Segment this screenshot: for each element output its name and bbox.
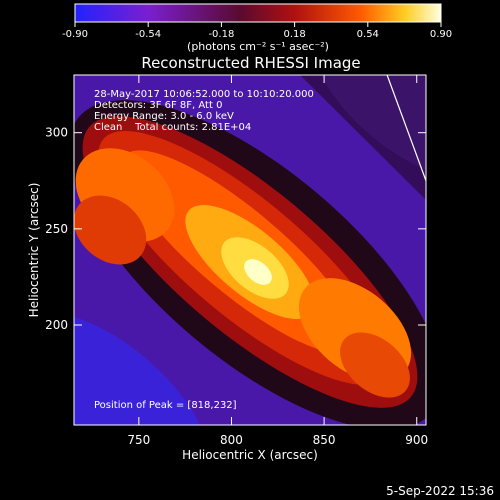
solar-limb-line [386,74,427,181]
colorbar-tick-label: -0.18 [208,29,234,40]
colorbar-gradient [74,3,442,23]
annotation-energy-range: Energy Range: 3.0 - 6.0 keV [94,111,234,122]
y-tick-label: 250 [45,222,68,236]
peak-position-label: Position of Peak = [818,232] [94,400,237,411]
x-axis-label: Heliocentric X (arcsec) [182,448,318,462]
colorbar-tick-label: 0.18 [283,29,305,40]
chart-title: Reconstructed RHESSI Image [141,54,360,72]
annotation-detectors: Detectors: 3F 6F 8F, Att 0 [94,100,222,111]
y-axis-ticks: 200 250 300 [45,126,426,332]
colorbar-ticks: -0.90 -0.54 -0.18 0.18 0.54 0.90 [62,22,452,40]
colorbar-tick-label: -0.90 [62,29,88,40]
x-axis-ticks: 750 800 850 900 [127,75,428,447]
footer-date: 5-Sep-2022 15:36 [386,484,494,498]
colorbar-tick-label: -0.54 [135,29,161,40]
colorbar-units-label: (photons cm⁻² s⁻¹ asec⁻²) [187,40,329,53]
colorbar-tick-label: 0.90 [430,29,452,40]
colorbar: -0.90 -0.54 -0.18 0.18 0.54 0.90 (photons cm⁻… [62,3,452,53]
y-tick-label: 200 [45,318,68,332]
annotation-time-range: 28-May-2017 10:06:52.000 to 10:10:20.000 [94,89,314,100]
plot-frame [73,74,427,426]
x-tick-label: 850 [313,433,336,447]
colorbar-tick-label: 0.54 [357,29,379,40]
y-tick-label: 300 [45,126,68,140]
x-tick-label: 900 [405,433,428,447]
annotation-counts: Clean Total counts: 2.81E+04 [94,122,251,133]
x-tick-label: 750 [127,433,150,447]
y-axis-label: Heliocentric Y (arcsec) [27,183,41,318]
x-tick-label: 800 [220,433,243,447]
